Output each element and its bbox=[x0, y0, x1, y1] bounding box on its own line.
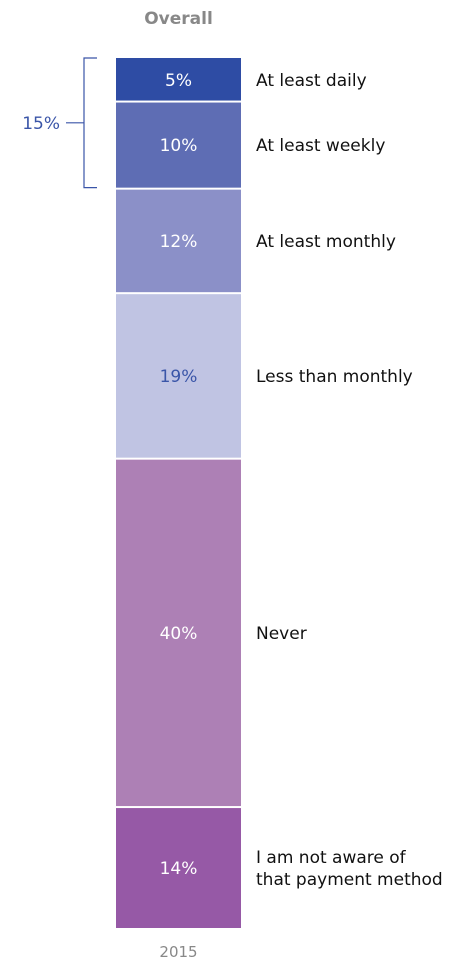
data-label-1: 5% bbox=[165, 71, 192, 91]
bar-segment-6 bbox=[116, 808, 241, 928]
bar-segment-3 bbox=[116, 189, 241, 293]
series-label-3: At least monthly bbox=[256, 232, 396, 252]
bar-segment-4 bbox=[116, 294, 241, 458]
chart-title: Overall bbox=[144, 9, 213, 29]
bar-segment-1 bbox=[116, 58, 241, 101]
bracket bbox=[83, 57, 97, 189]
bar-segment-5 bbox=[116, 459, 241, 807]
bracket-label: 15% bbox=[22, 114, 60, 134]
data-label-2: 10% bbox=[160, 136, 198, 156]
series-label-4: Less than monthly bbox=[256, 367, 413, 387]
series-label-6: I am not aware of that payment method bbox=[256, 848, 443, 890]
bar-segment-2 bbox=[116, 102, 241, 188]
series-label-2: At least weekly bbox=[256, 136, 385, 156]
series-label-5: Never bbox=[256, 624, 307, 644]
data-label-3: 12% bbox=[160, 232, 198, 252]
series-label-1: At least daily bbox=[256, 71, 367, 91]
data-label-5: 40% bbox=[160, 624, 198, 644]
data-label-4: 19% bbox=[160, 367, 198, 387]
x-category-label: 2015 bbox=[159, 943, 198, 961]
data-label-6: 14% bbox=[160, 859, 198, 879]
